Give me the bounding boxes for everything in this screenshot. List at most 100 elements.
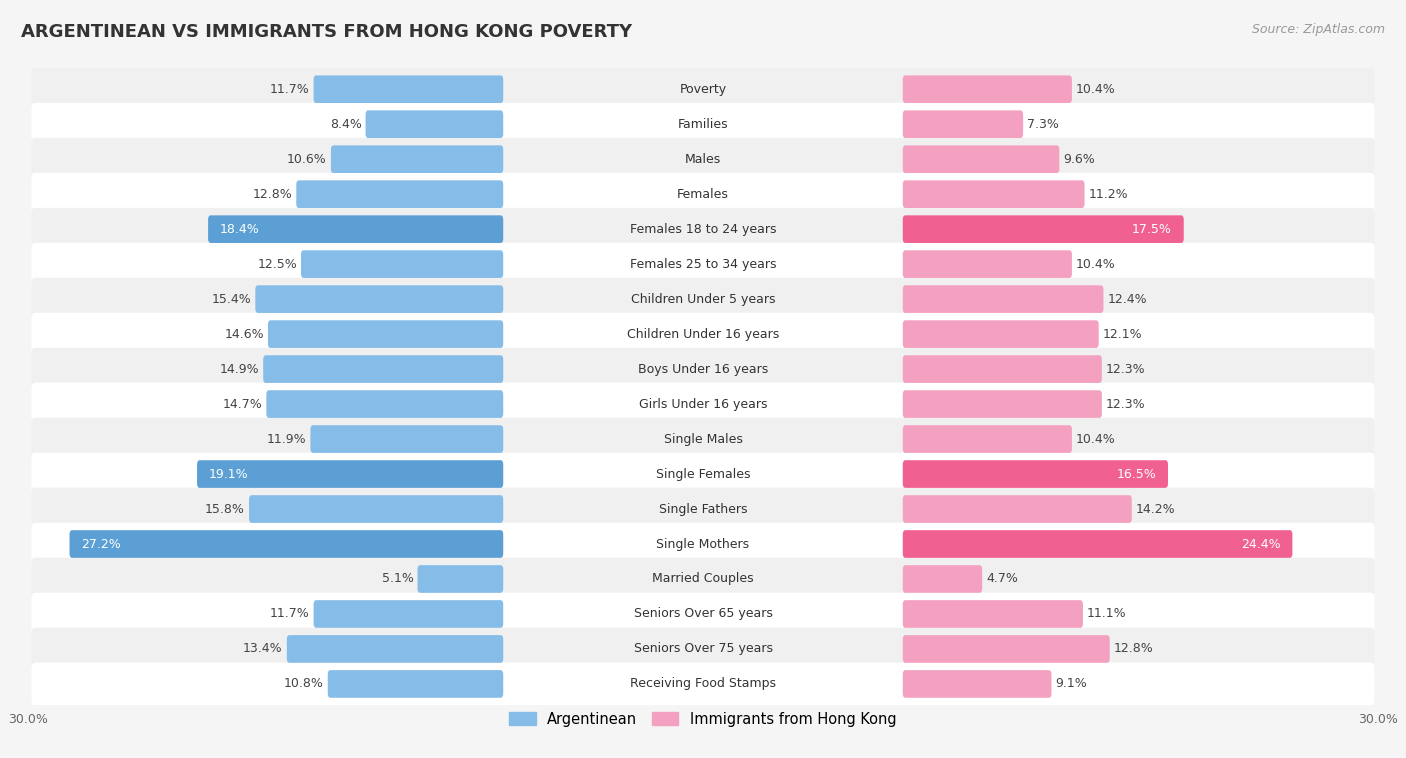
FancyBboxPatch shape bbox=[903, 250, 1071, 278]
FancyBboxPatch shape bbox=[31, 628, 1375, 670]
Text: Single Males: Single Males bbox=[664, 433, 742, 446]
Text: 14.2%: 14.2% bbox=[1136, 503, 1175, 515]
FancyBboxPatch shape bbox=[903, 215, 1184, 243]
FancyBboxPatch shape bbox=[31, 558, 1375, 600]
Text: 14.9%: 14.9% bbox=[219, 362, 259, 375]
FancyBboxPatch shape bbox=[31, 277, 1375, 321]
Text: 12.8%: 12.8% bbox=[253, 188, 292, 201]
FancyBboxPatch shape bbox=[314, 75, 503, 103]
Text: 27.2%: 27.2% bbox=[82, 537, 121, 550]
FancyBboxPatch shape bbox=[330, 146, 503, 173]
FancyBboxPatch shape bbox=[31, 173, 1375, 215]
Text: 9.6%: 9.6% bbox=[1063, 152, 1095, 166]
FancyBboxPatch shape bbox=[31, 418, 1375, 460]
Text: Males: Males bbox=[685, 152, 721, 166]
FancyBboxPatch shape bbox=[903, 600, 1083, 628]
FancyBboxPatch shape bbox=[31, 453, 1375, 496]
Text: 19.1%: 19.1% bbox=[208, 468, 249, 481]
Text: Seniors Over 75 years: Seniors Over 75 years bbox=[634, 643, 772, 656]
Text: 15.8%: 15.8% bbox=[205, 503, 245, 515]
FancyBboxPatch shape bbox=[31, 662, 1375, 705]
Text: 14.7%: 14.7% bbox=[222, 398, 263, 411]
FancyBboxPatch shape bbox=[31, 348, 1375, 390]
FancyBboxPatch shape bbox=[903, 460, 1168, 488]
Text: ARGENTINEAN VS IMMIGRANTS FROM HONG KONG POVERTY: ARGENTINEAN VS IMMIGRANTS FROM HONG KONG… bbox=[21, 23, 633, 41]
FancyBboxPatch shape bbox=[903, 495, 1132, 523]
FancyBboxPatch shape bbox=[31, 243, 1375, 286]
Text: Single Fathers: Single Fathers bbox=[659, 503, 747, 515]
FancyBboxPatch shape bbox=[263, 356, 503, 383]
FancyBboxPatch shape bbox=[287, 635, 503, 662]
FancyBboxPatch shape bbox=[31, 487, 1375, 531]
Text: 7.3%: 7.3% bbox=[1028, 117, 1059, 130]
Text: Seniors Over 65 years: Seniors Over 65 years bbox=[634, 607, 772, 621]
FancyBboxPatch shape bbox=[903, 670, 1052, 698]
FancyBboxPatch shape bbox=[903, 180, 1084, 208]
Text: Poverty: Poverty bbox=[679, 83, 727, 96]
FancyBboxPatch shape bbox=[903, 285, 1104, 313]
Text: 10.4%: 10.4% bbox=[1076, 83, 1116, 96]
FancyBboxPatch shape bbox=[31, 208, 1375, 250]
FancyBboxPatch shape bbox=[31, 383, 1375, 425]
Text: 11.7%: 11.7% bbox=[270, 607, 309, 621]
Text: 12.3%: 12.3% bbox=[1107, 398, 1146, 411]
Text: 12.5%: 12.5% bbox=[257, 258, 297, 271]
Text: 11.9%: 11.9% bbox=[267, 433, 307, 446]
FancyBboxPatch shape bbox=[31, 68, 1375, 111]
FancyBboxPatch shape bbox=[903, 565, 983, 593]
FancyBboxPatch shape bbox=[903, 321, 1098, 348]
Text: Children Under 16 years: Children Under 16 years bbox=[627, 327, 779, 340]
Text: 17.5%: 17.5% bbox=[1132, 223, 1173, 236]
FancyBboxPatch shape bbox=[903, 530, 1292, 558]
FancyBboxPatch shape bbox=[69, 530, 503, 558]
Text: Girls Under 16 years: Girls Under 16 years bbox=[638, 398, 768, 411]
FancyBboxPatch shape bbox=[903, 75, 1071, 103]
Text: Females: Females bbox=[678, 188, 728, 201]
Text: 16.5%: 16.5% bbox=[1116, 468, 1156, 481]
Text: 11.7%: 11.7% bbox=[270, 83, 309, 96]
Text: 4.7%: 4.7% bbox=[986, 572, 1018, 585]
FancyBboxPatch shape bbox=[208, 215, 503, 243]
Text: 9.1%: 9.1% bbox=[1056, 678, 1087, 691]
FancyBboxPatch shape bbox=[903, 146, 1059, 173]
Text: 12.3%: 12.3% bbox=[1107, 362, 1146, 375]
FancyBboxPatch shape bbox=[249, 495, 503, 523]
Text: 13.4%: 13.4% bbox=[243, 643, 283, 656]
FancyBboxPatch shape bbox=[301, 250, 503, 278]
Text: 10.8%: 10.8% bbox=[284, 678, 323, 691]
Text: 12.8%: 12.8% bbox=[1114, 643, 1153, 656]
Text: 12.4%: 12.4% bbox=[1108, 293, 1147, 305]
Text: Females 18 to 24 years: Females 18 to 24 years bbox=[630, 223, 776, 236]
Text: Boys Under 16 years: Boys Under 16 years bbox=[638, 362, 768, 375]
FancyBboxPatch shape bbox=[903, 425, 1071, 453]
FancyBboxPatch shape bbox=[903, 635, 1109, 662]
FancyBboxPatch shape bbox=[31, 103, 1375, 146]
FancyBboxPatch shape bbox=[903, 111, 1024, 138]
Text: Single Females: Single Females bbox=[655, 468, 751, 481]
Text: Single Mothers: Single Mothers bbox=[657, 537, 749, 550]
Text: 11.1%: 11.1% bbox=[1087, 607, 1126, 621]
Text: 11.2%: 11.2% bbox=[1088, 188, 1128, 201]
FancyBboxPatch shape bbox=[197, 460, 503, 488]
Text: 24.4%: 24.4% bbox=[1241, 537, 1281, 550]
Text: 10.4%: 10.4% bbox=[1076, 433, 1116, 446]
Text: 5.1%: 5.1% bbox=[381, 572, 413, 585]
FancyBboxPatch shape bbox=[31, 138, 1375, 180]
Text: 14.6%: 14.6% bbox=[224, 327, 264, 340]
Text: Receiving Food Stamps: Receiving Food Stamps bbox=[630, 678, 776, 691]
Text: 12.1%: 12.1% bbox=[1102, 327, 1143, 340]
FancyBboxPatch shape bbox=[903, 356, 1102, 383]
FancyBboxPatch shape bbox=[903, 390, 1102, 418]
FancyBboxPatch shape bbox=[366, 111, 503, 138]
Text: Married Couples: Married Couples bbox=[652, 572, 754, 585]
FancyBboxPatch shape bbox=[297, 180, 503, 208]
Text: 18.4%: 18.4% bbox=[219, 223, 260, 236]
FancyBboxPatch shape bbox=[31, 523, 1375, 565]
Text: 15.4%: 15.4% bbox=[211, 293, 252, 305]
FancyBboxPatch shape bbox=[31, 593, 1375, 635]
FancyBboxPatch shape bbox=[311, 425, 503, 453]
Text: Females 25 to 34 years: Females 25 to 34 years bbox=[630, 258, 776, 271]
Text: 10.6%: 10.6% bbox=[287, 152, 326, 166]
Text: Families: Families bbox=[678, 117, 728, 130]
FancyBboxPatch shape bbox=[269, 321, 503, 348]
